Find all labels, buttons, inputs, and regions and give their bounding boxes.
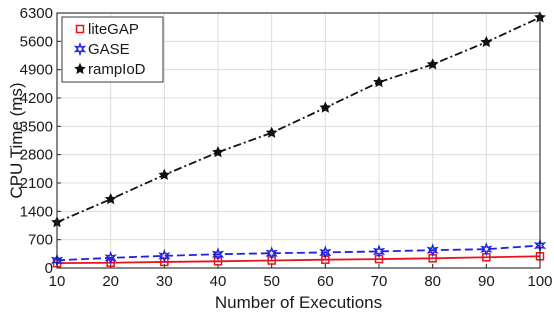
data-point-litegap — [106, 258, 115, 267]
legend-items: liteGAP GASE rampIoD — [73, 21, 146, 78]
data-point-rampiod — [158, 168, 171, 180]
y-axis-title: CPU Time (ms) — [7, 82, 26, 198]
x-tick-label: 10 — [49, 273, 66, 290]
data-point-rampiod — [373, 76, 385, 88]
series-rampiod — [51, 11, 546, 228]
y-tick-label: 0 — [45, 260, 53, 277]
series-gase — [50, 238, 547, 268]
x-tick-label: 30 — [156, 273, 173, 290]
x-tick-label: 50 — [263, 273, 280, 290]
series-line-rampiod — [56, 16, 541, 224]
data-point-rampiod — [426, 58, 439, 70]
data-point-gase — [426, 243, 439, 258]
data-point-rampiod — [265, 126, 278, 138]
data-point-litegap — [160, 257, 169, 267]
y-tick-label: 6300 — [20, 5, 53, 22]
y-tick-label: 3500 — [20, 118, 53, 135]
y-tick-label: 5600 — [20, 33, 53, 50]
tick-labels: 10 20 30 40 50 60 70 80 90 100 0 700 1400 2100 2800 350… — [20, 5, 553, 290]
data-point-gase — [372, 244, 386, 259]
y-tick-label: 4200 — [20, 90, 53, 107]
data-point-gase — [265, 246, 278, 261]
series-layer — [50, 11, 547, 268]
x-tick-label: 80 — [424, 273, 441, 290]
legend-marker-gase — [73, 41, 87, 57]
series-line-gase — [56, 244, 541, 262]
data-point-rampiod — [480, 35, 493, 48]
y-tick-label: 2800 — [20, 147, 53, 164]
x-tick-label: 90 — [478, 273, 495, 290]
x-axis-title: Number of Executions — [215, 293, 382, 312]
data-point-gase — [319, 245, 332, 260]
data-point-gase — [480, 242, 493, 257]
y-tick-label: 2100 — [20, 175, 53, 192]
data-point-rampiod — [319, 101, 332, 113]
series-line-litegap — [56, 255, 541, 265]
legend-item-litegap: liteGAP — [75, 21, 139, 38]
x-tick-label: 60 — [317, 273, 334, 290]
legend: liteGAP GASE rampIoD — [61, 16, 164, 83]
x-tick-label: 20 — [102, 273, 119, 290]
legend-marker-rampiod — [74, 62, 86, 75]
y-tick-label: 1400 — [20, 203, 53, 220]
legend-item-gase: GASE — [73, 41, 130, 58]
x-tick-label: 100 — [527, 273, 552, 290]
legend-marker-litegap — [75, 24, 85, 34]
x-tick-label: 70 — [371, 273, 388, 290]
data-point-gase — [104, 250, 117, 265]
y-tick-label: 700 — [28, 232, 53, 249]
legend-label-litegap: liteGAP — [88, 21, 139, 38]
legend-label-rampiod: rampIoD — [88, 61, 146, 78]
data-point-gase — [158, 248, 171, 263]
x-tick-label: 40 — [210, 273, 227, 290]
data-point-rampiod — [212, 146, 224, 158]
plot-frame — [56, 12, 541, 269]
legend-item-rampiod: rampIoD — [74, 61, 146, 78]
y-tick-label: 4900 — [20, 62, 53, 79]
legend-label-gase: GASE — [88, 41, 130, 58]
data-point-gase — [211, 247, 225, 262]
data-point-rampiod — [104, 192, 117, 205]
